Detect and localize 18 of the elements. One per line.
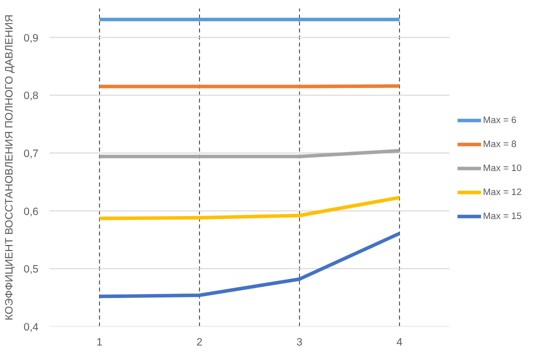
legend-label: Max = 15 [483, 211, 522, 221]
y-tick-label: 0,4 [24, 322, 39, 334]
legend-label: Max = 6 [483, 115, 516, 125]
y-tick-label: 0,7 [24, 148, 39, 160]
x-tick-label: 3 [296, 336, 303, 348]
y-tick-label: 0,9 [24, 32, 39, 44]
y-tick-label: 0,5 [24, 264, 39, 276]
x-tick-label: 2 [196, 336, 203, 348]
legend-label: Max = 12 [483, 187, 522, 197]
y-axis-title: КОЭФФИЦИЕНТ ВОССТАНОВЛЕНИЯ ПОЛНОГО ДАВЛЕНИЯ [4, 14, 16, 320]
line-series [98, 232, 402, 298]
legend-label: Max = 8 [483, 139, 516, 149]
legend-label: Max = 10 [483, 163, 522, 173]
x-tick-label: 1 [96, 336, 103, 348]
line-series [98, 196, 402, 220]
x-tick-label: 4 [396, 336, 403, 348]
y-tick-label: 0,6 [24, 206, 39, 218]
y-tick-label: 0,8 [24, 90, 39, 102]
